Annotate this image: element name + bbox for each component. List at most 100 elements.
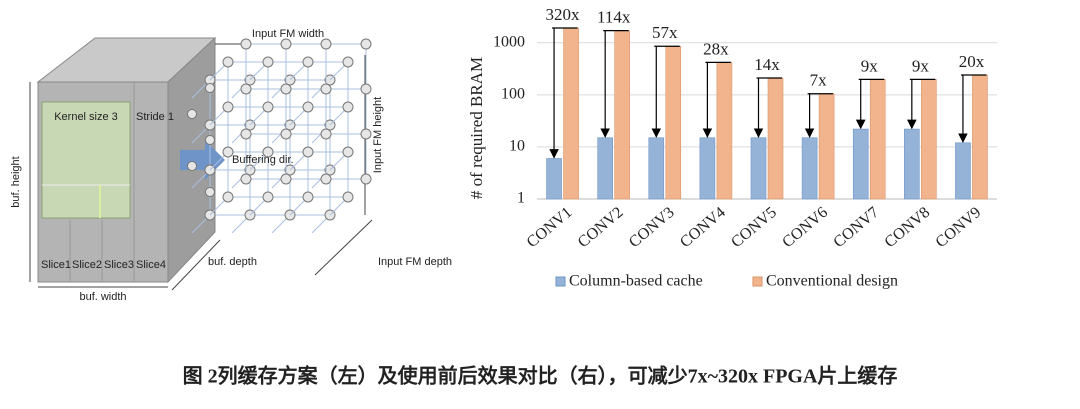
bar [614, 30, 630, 200]
lattice-node [360, 128, 372, 140]
bar [563, 27, 579, 200]
bar [546, 158, 562, 200]
buffer-node [205, 187, 215, 197]
lattice-node [302, 191, 314, 203]
bar [597, 137, 613, 200]
lattice-node [222, 101, 234, 113]
annotation: 57x [652, 23, 678, 42]
bar [869, 79, 886, 200]
legend-swatch [752, 276, 763, 287]
annotation: 320x [546, 5, 581, 24]
x-tick-label: CONV3 [626, 204, 678, 251]
dim-line [171, 239, 221, 291]
lattice-node [240, 83, 252, 95]
legend-label: Column-based cache [569, 273, 703, 290]
annotation: 114x [597, 7, 631, 26]
x-tick-label: CONV2 [575, 204, 627, 251]
lattice-node [360, 38, 372, 50]
label: Buffering dir. [232, 154, 294, 166]
chart: 1 10 100 1000 # of required BRAM 320x CONV1 114… [467, 5, 997, 290]
lattice-node [302, 146, 314, 158]
lattice-node [320, 128, 332, 140]
bar [904, 128, 920, 200]
y-tick-label: 1 [517, 190, 525, 207]
bar [818, 93, 835, 200]
annotation: 9x [912, 56, 930, 75]
lattice-node [342, 56, 354, 68]
annotation: 7x [810, 71, 828, 90]
lattice-node [222, 56, 234, 68]
label: Slice2 [72, 259, 102, 271]
x-tick-label: CONV9 [933, 204, 985, 251]
lattice-node [280, 128, 292, 140]
buffer-node [205, 83, 215, 93]
label: Slice4 [136, 259, 166, 271]
dim-line [314, 219, 373, 276]
lattice-node [342, 146, 354, 158]
x-tick-label: CONV1 [524, 204, 576, 251]
lattice-node [342, 191, 354, 203]
label: Slice1 [41, 259, 71, 271]
bar [921, 79, 937, 200]
bar [699, 137, 716, 200]
lattice-node [302, 56, 314, 68]
bar [767, 77, 784, 200]
input-fm-lattice [187, 38, 372, 234]
y-axis-label: # of required BRAM [467, 57, 486, 199]
bar [852, 128, 869, 200]
bar [716, 62, 733, 200]
lattice-node [320, 83, 332, 95]
bar [955, 142, 971, 200]
legend-label: Conventional design [766, 273, 898, 290]
bar [972, 74, 988, 200]
bar [648, 137, 665, 200]
lattice-node [360, 173, 372, 185]
lattice-node [262, 146, 274, 158]
bar [801, 137, 818, 200]
annotation: 14x [754, 55, 780, 74]
lattice-node [320, 38, 332, 50]
label: Slice3 [104, 259, 134, 271]
y-tick-label: 100 [501, 85, 525, 102]
lattice-node [280, 83, 292, 95]
x-tick-label: CONV6 [779, 204, 831, 251]
lattice-node [302, 101, 314, 113]
x-tick-label: CONV7 [830, 204, 882, 251]
x-tick-label: CONV5 [728, 204, 780, 251]
x-tick-label: CONV8 [881, 204, 933, 251]
lattice-node [360, 83, 372, 95]
lattice-node [222, 146, 234, 158]
bar [750, 137, 767, 200]
annotation: 28x [703, 39, 729, 58]
lattice-node [262, 56, 274, 68]
y-tick-label: 1000 [493, 33, 525, 50]
lattice-node [280, 173, 292, 185]
label: buf. width [79, 291, 126, 303]
label: Input FM height [372, 97, 384, 173]
buffer-node [187, 161, 197, 171]
buffer-node [187, 109, 197, 119]
lattice-node [342, 101, 354, 113]
label: buf. height [10, 156, 22, 207]
lattice-node [240, 128, 252, 140]
label: Input FM width [252, 28, 324, 40]
legend-swatch [555, 276, 566, 287]
kernel-window [41, 101, 131, 219]
lattice-node [262, 101, 274, 113]
y-tick-label: 10 [509, 138, 525, 155]
lattice-node [222, 191, 234, 203]
annotation: 20x [959, 52, 985, 71]
lattice-node [240, 173, 252, 185]
label: Stride 1 [136, 111, 174, 123]
label: Kernel size 3 [54, 111, 118, 123]
annotation: 9x [861, 56, 879, 75]
lattice-node [280, 38, 292, 50]
bar [665, 45, 682, 200]
label: buf. depth [208, 256, 257, 268]
buffer-node [205, 135, 215, 145]
caption: 图 2列缓存方案（左）及使用前后效果对比（右），可减少7x~320x FPGA片… [183, 364, 898, 388]
lattice-node [262, 191, 274, 203]
buffer-diagram: Input FM width Input FM height Input FM … [10, 28, 452, 303]
label: Input FM depth [378, 256, 452, 268]
